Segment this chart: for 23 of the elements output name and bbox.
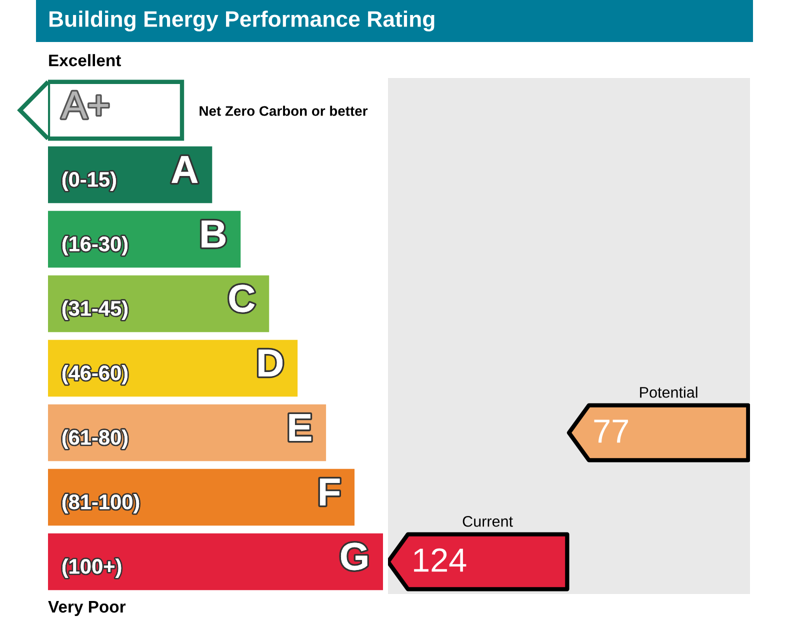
series-label: Current xyxy=(462,516,513,527)
category-label: A xyxy=(172,156,198,183)
data-label: 124 xyxy=(414,548,466,572)
text: Very Poor xyxy=(48,601,126,616)
category-label: G xyxy=(340,542,368,570)
text: (0-15) xyxy=(62,171,116,191)
category-label: B xyxy=(202,220,226,248)
text: (31-45) xyxy=(62,300,128,320)
text: Net Zero Carbon or better xyxy=(200,106,368,116)
text: Building Energy Performance Rating xyxy=(49,10,434,32)
text: (81-100) xyxy=(62,494,140,514)
category-label: A+ xyxy=(61,92,108,118)
text: (16-30) xyxy=(62,236,128,256)
category-label: D xyxy=(258,350,283,376)
category-label: F xyxy=(320,478,340,506)
text: (61-80) xyxy=(62,429,128,449)
data-label: 77 xyxy=(594,420,628,443)
category-label: C xyxy=(229,284,255,312)
series-label: Potential xyxy=(640,386,698,398)
text: (46-60) xyxy=(62,364,128,384)
text: (100+) xyxy=(62,558,122,578)
category-label: E xyxy=(289,414,312,441)
text: Excellent xyxy=(49,54,121,66)
